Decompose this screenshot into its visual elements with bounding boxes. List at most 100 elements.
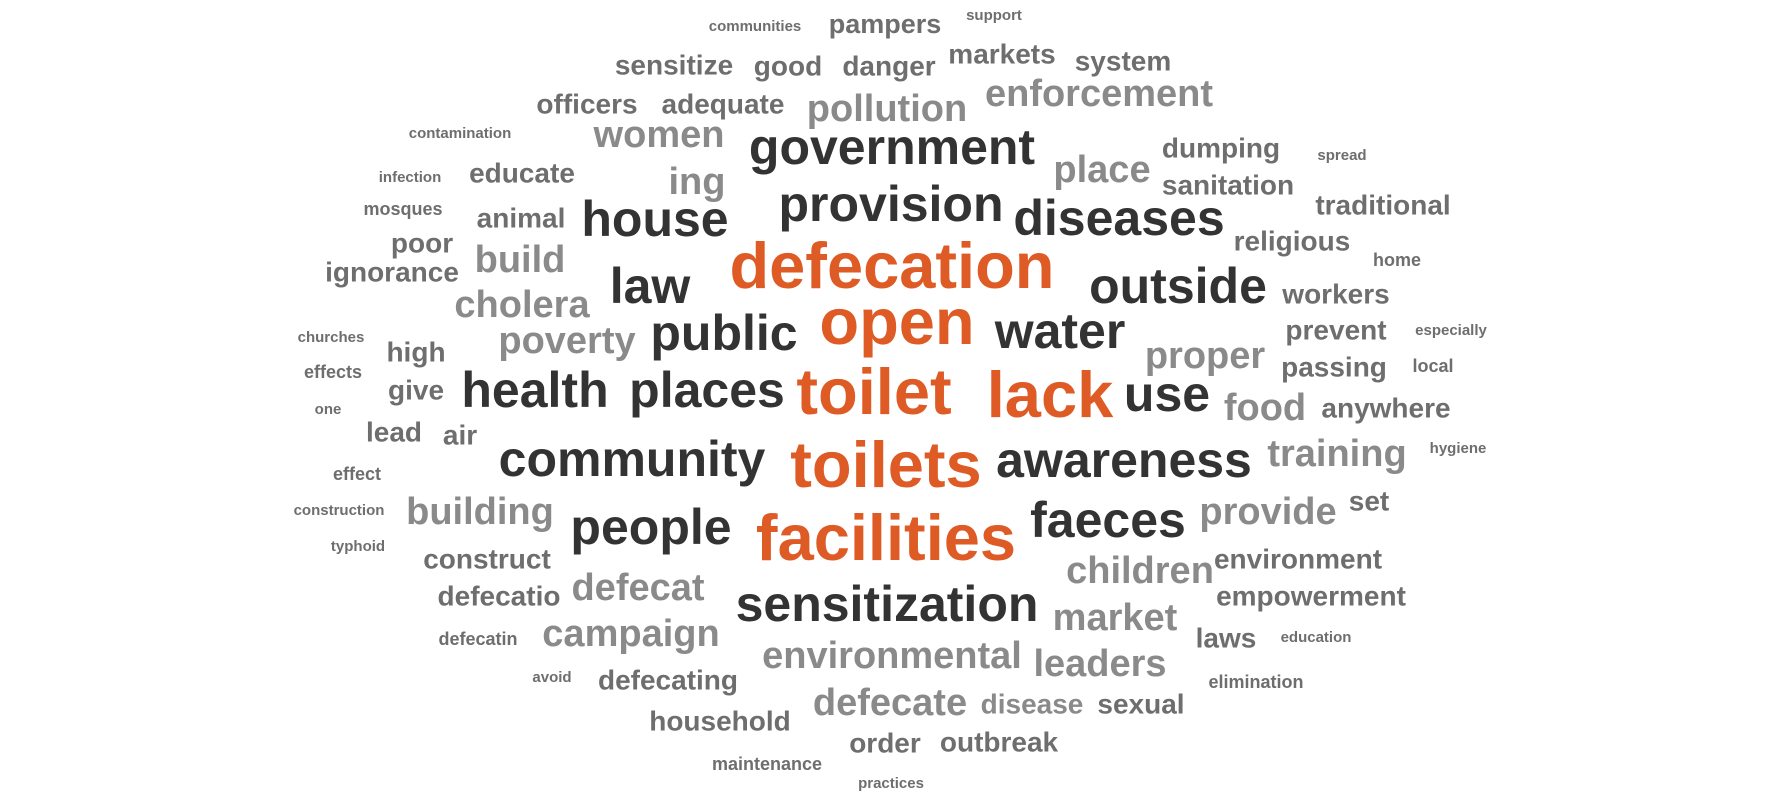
word-elimination: elimination [1208, 672, 1303, 692]
word-mosques: mosques [363, 199, 442, 219]
word-anywhere: anywhere [1321, 392, 1450, 423]
word-awareness: awareness [996, 432, 1252, 488]
word-defecate: defecate [813, 682, 967, 724]
word-place: place [1053, 149, 1150, 191]
word-food: food [1224, 387, 1306, 429]
word-outbreak: outbreak [940, 726, 1059, 757]
word-practices: practices [858, 775, 924, 792]
word-system: system [1075, 45, 1172, 76]
word-especially: especially [1415, 322, 1487, 339]
word-air: air [443, 419, 477, 450]
word-lead: lead [366, 416, 422, 447]
word-open: open [819, 285, 974, 358]
word-ing: ing [669, 161, 726, 203]
word-environmental: environmental [762, 635, 1022, 677]
word-places: places [629, 362, 785, 418]
word-sexual: sexual [1097, 688, 1184, 719]
word-diseases: diseases [1013, 190, 1224, 246]
word-churches: churches [298, 329, 365, 346]
word-enforcement: enforcement [985, 73, 1213, 115]
word-passing: passing [1281, 351, 1387, 382]
word-pollution: pollution [807, 88, 967, 130]
word-empowerment: empowerment [1216, 580, 1406, 611]
word-home: home [1373, 250, 1421, 270]
word-set: set [1349, 485, 1389, 516]
word-markets: markets [948, 38, 1055, 69]
word-traditional: traditional [1315, 189, 1450, 220]
word-communities: communities [709, 18, 802, 35]
word-dumping: dumping [1162, 132, 1280, 163]
word-prevent: prevent [1285, 314, 1386, 345]
word-pampers: pampers [829, 9, 942, 39]
word-cholera: cholera [454, 284, 590, 326]
word-religious: religious [1234, 225, 1351, 256]
word-support: support [966, 7, 1022, 24]
word-defecatio: defecatio [438, 580, 561, 611]
word-good: good [754, 50, 822, 81]
word-educate: educate [469, 157, 575, 188]
word-poverty: poverty [498, 320, 635, 362]
word-people: people [570, 499, 731, 555]
word-defecatin: defecatin [438, 629, 517, 649]
word-ignorance: ignorance [325, 256, 459, 287]
word-defecating: defecating [598, 664, 738, 695]
word-effects: effects [304, 362, 362, 382]
word-adequate: adequate [662, 88, 785, 119]
word-high: high [386, 336, 445, 367]
word-one: one [315, 401, 342, 418]
word-local: local [1412, 356, 1453, 376]
word-workers: workers [1281, 278, 1389, 309]
word-leaders: leaders [1033, 643, 1166, 685]
word-education: education [1281, 629, 1352, 646]
word-toilets: toilets [790, 428, 981, 501]
word-government: government [749, 119, 1036, 175]
word-animal: animal [477, 202, 566, 233]
word-poor: poor [391, 227, 453, 258]
word-women: women [593, 114, 725, 156]
word-public: public [650, 305, 797, 361]
word-health: health [461, 362, 608, 418]
word-market: market [1053, 597, 1178, 639]
word-construction: construction [294, 502, 385, 519]
word-infection: infection [379, 169, 442, 186]
word-provision: provision [778, 176, 1003, 232]
word-disease: disease [981, 688, 1084, 719]
word-order: order [849, 727, 921, 758]
word-defecat: defecat [571, 567, 704, 609]
word-spread: spread [1317, 147, 1366, 164]
word-lack: lack [987, 358, 1114, 431]
word-faeces: faeces [1030, 492, 1186, 548]
word-sanitation: sanitation [1162, 169, 1294, 200]
word-children: children [1066, 550, 1214, 592]
word-sensitization: sensitization [736, 576, 1039, 632]
word-water: water [994, 303, 1126, 359]
word-law: law [610, 258, 691, 314]
word-toilet: toilet [796, 355, 951, 428]
word-environment: environment [1214, 543, 1382, 574]
word-construct: construct [423, 543, 551, 574]
word-use: use [1124, 366, 1210, 422]
word-provide: provide [1199, 491, 1336, 533]
word-give: give [388, 374, 444, 405]
word-facilities: facilities [756, 501, 1016, 574]
word-maintenance: maintenance [712, 754, 822, 774]
word-building: building [406, 491, 554, 533]
word-community: community [499, 431, 766, 487]
word-laws: laws [1196, 622, 1257, 653]
word-hygiene: hygiene [1430, 440, 1487, 457]
word-danger: danger [842, 50, 935, 81]
word-training: training [1267, 433, 1406, 475]
word-outside: outside [1089, 258, 1267, 314]
word-officers: officers [536, 88, 637, 119]
word-defecation: defecation [729, 229, 1054, 302]
word-avoid: avoid [532, 669, 571, 686]
word-household: household [649, 705, 791, 736]
word-house: house [581, 191, 728, 247]
word-effect: effect [333, 464, 381, 484]
word-contamination: contamination [409, 125, 512, 142]
word-build: build [475, 239, 566, 281]
word-typhoid: typhoid [331, 538, 385, 555]
word-proper: proper [1145, 335, 1266, 377]
word-sensitize: sensitize [615, 49, 733, 80]
